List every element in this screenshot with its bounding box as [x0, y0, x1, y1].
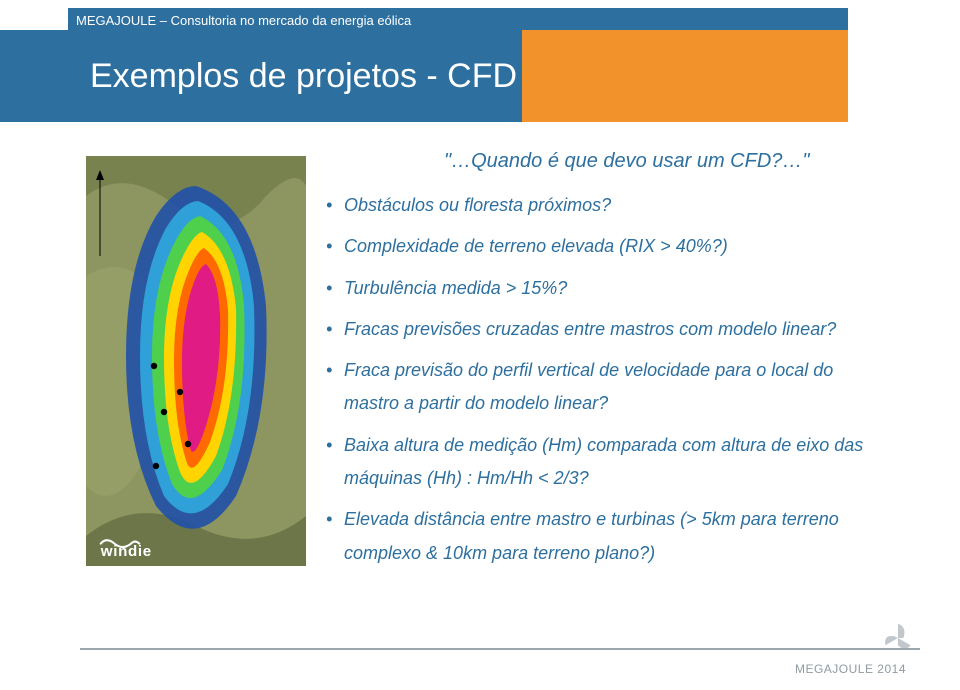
brand-bar: MEGAJOULE – Consultoria no mercado da en…	[68, 8, 848, 32]
bullet-item: Turbulência medida > 15%?	[326, 272, 888, 305]
map-marker	[153, 463, 159, 469]
bullet-item: Fraca previsão do perfil vertical de vel…	[326, 354, 888, 421]
brand-text: MEGAJOULE – Consultoria no mercado da en…	[76, 13, 411, 28]
cfd-quote: "…Quando é que devo usar um CFD?…"	[318, 150, 888, 173]
map-marker	[177, 389, 183, 395]
bullet-item: Baixa altura de medição (Hm) comparada c…	[326, 429, 888, 496]
bullet-item: Fracas previsões cruzadas entre mastros …	[326, 313, 888, 346]
content-block: "…Quando é que devo usar um CFD?…" Obstá…	[318, 150, 888, 578]
map-marker	[161, 409, 167, 415]
map-marker	[185, 441, 191, 447]
page-title: Exemplos de projetos - CFD	[90, 57, 517, 96]
title-orange	[522, 30, 848, 122]
footer-divider	[80, 648, 920, 650]
bullet-list: Obstáculos ou floresta próximos? Complex…	[318, 189, 888, 570]
cfd-map-svg: 0° (N) Windspeed - [m/s]	[86, 156, 306, 566]
svg-text:windie: windie	[100, 543, 152, 560]
title-block: Exemplos de projetos - CFD	[0, 30, 848, 122]
bullet-item: Obstáculos ou floresta próximos?	[326, 189, 888, 222]
bullet-item: Complexidade de terreno elevada (RIX > 4…	[326, 230, 888, 263]
cfd-map: 0° (N) Windspeed - [m/s]	[86, 156, 306, 566]
map-marker	[151, 363, 157, 369]
bullet-item: Elevada distância entre mastro e turbina…	[326, 503, 888, 570]
footer-pinwheel-icon	[880, 620, 916, 656]
title-blue: Exemplos de projetos - CFD	[0, 30, 522, 122]
windie-logo: windie	[98, 530, 208, 560]
footer-label: MEGAJOULE 2014	[795, 662, 906, 676]
